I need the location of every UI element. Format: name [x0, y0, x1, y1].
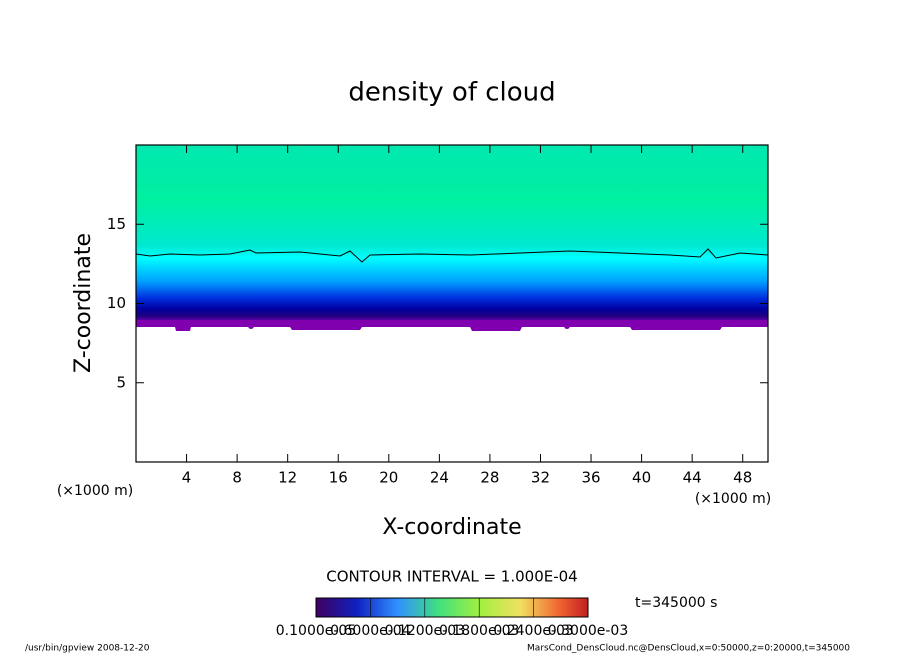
y-tick-label: 15	[107, 215, 126, 233]
cloud-base	[136, 320, 768, 331]
chart-title: density of cloud	[348, 78, 555, 108]
contour-line	[135, 248, 769, 263]
colorbar-label: 0.1200e-03	[385, 623, 465, 639]
x-tick-label: 40	[632, 469, 651, 487]
colorbar-label: 0.2400e-03	[493, 623, 573, 639]
colorbar-label: 0.3000e-03	[548, 623, 628, 639]
x-unit: (×1000 m)	[57, 483, 133, 499]
x-tick-label: 24	[430, 469, 449, 487]
contour-interval: CONTOUR INTERVAL = 1.000E-04	[326, 568, 577, 586]
x-axis-label: X-coordinate	[382, 515, 521, 540]
x-tick-label: 28	[480, 469, 499, 487]
colorbar-label: 0.6000e-04	[330, 623, 411, 639]
footer-left: /usr/bin/gpview 2008-12-20	[25, 644, 150, 654]
x-tick-label: 16	[329, 469, 348, 487]
y-axis-label: Z-coordinate	[71, 233, 96, 373]
x-unit: (×1000 m)	[695, 491, 771, 507]
cloud-blob	[564, 323, 570, 329]
x-tick-label: 12	[278, 469, 297, 487]
colorbar	[315, 597, 589, 618]
x-tick-label: 20	[379, 469, 398, 487]
time-label: t=345000 s	[635, 595, 717, 611]
y-tick-label: 5	[116, 373, 126, 391]
colorbar-label: 0.1800e-03	[439, 623, 519, 639]
x-tick-label: 8	[232, 469, 242, 487]
y-tick-label: 10	[107, 294, 126, 312]
contour-field	[136, 145, 768, 327]
colorbar-label: 0.1000e-05	[276, 623, 356, 639]
x-tick-label: 48	[733, 469, 752, 487]
cloud-blob	[248, 323, 254, 329]
x-tick-label: 44	[683, 469, 702, 487]
footer-right: MarsCond_DensCloud.nc@DensCloud,x=0:5000…	[527, 644, 850, 654]
x-tick-label: 4	[182, 469, 192, 487]
x-tick-label: 32	[531, 469, 550, 487]
x-tick-label: 36	[581, 469, 600, 487]
